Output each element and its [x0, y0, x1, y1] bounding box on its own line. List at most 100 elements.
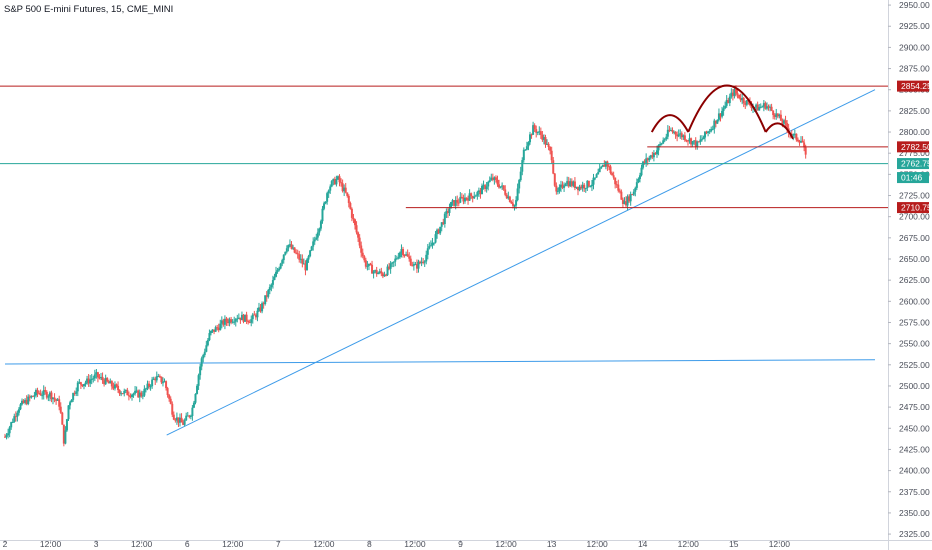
candle-up — [203, 351, 206, 356]
candle-up — [592, 177, 595, 185]
candle-down — [456, 200, 459, 203]
candle-up — [590, 184, 593, 187]
y-tick-label: 2700.00 — [899, 212, 930, 222]
candle-up — [559, 184, 562, 188]
price-tags-layer: 2854.25 2782.50 2710.75 2762.75 01:46 — [897, 80, 932, 214]
candle-down — [301, 258, 304, 264]
candle-up — [240, 314, 243, 321]
candle-up — [372, 271, 375, 274]
candle-up — [175, 417, 178, 421]
candle-down — [375, 270, 378, 275]
candle-down — [742, 97, 745, 104]
candle-down — [402, 248, 405, 255]
candle-down — [293, 247, 296, 253]
candle-down — [539, 131, 542, 135]
candle-up — [261, 303, 264, 312]
right-shoulder-arc — [764, 122, 794, 140]
candle-up — [278, 268, 281, 271]
candle-down — [770, 106, 773, 111]
y-tick-label: 2775.00 — [899, 148, 930, 158]
candle-up — [329, 186, 332, 191]
candle-up — [316, 232, 319, 238]
candle-down — [96, 372, 99, 378]
candle-down — [798, 141, 801, 143]
candle-up — [202, 355, 205, 359]
candle-down — [361, 252, 364, 257]
candle-down — [115, 384, 118, 386]
candle-up — [144, 388, 147, 390]
y-tick-label: 2800.00 — [899, 127, 930, 137]
candle-down — [168, 395, 171, 399]
candle-down — [333, 178, 336, 185]
candle-down — [53, 397, 56, 400]
candle-down — [39, 393, 42, 396]
candle-up — [327, 190, 330, 194]
candle-up — [566, 181, 569, 185]
candle-up — [367, 263, 370, 266]
candle-down — [369, 263, 372, 265]
candle-up — [21, 400, 24, 405]
candle-up — [67, 405, 70, 420]
candle-up — [645, 158, 648, 163]
candle-up — [299, 258, 302, 260]
candle-down — [118, 390, 121, 394]
candle-down — [87, 378, 90, 384]
candle-up — [318, 228, 321, 233]
candle-down — [511, 203, 514, 206]
candle-down — [36, 389, 39, 393]
y-tick-label: 2925.00 — [899, 21, 930, 31]
candle-up — [234, 319, 237, 322]
candle-up — [141, 395, 144, 397]
candle-down — [59, 406, 62, 413]
candle-up — [463, 197, 466, 202]
candle-up — [440, 222, 443, 227]
candle-up — [270, 284, 273, 288]
neckline-tag-label: 2782.50 — [901, 142, 932, 152]
candle-up — [660, 143, 663, 145]
candle-up — [330, 181, 333, 187]
candle-down — [508, 196, 511, 202]
candle-down — [117, 385, 120, 391]
candle-down — [177, 417, 180, 423]
candle-up — [200, 358, 203, 367]
candle-down — [727, 99, 730, 104]
candle-up — [8, 427, 11, 434]
candle-up — [485, 186, 488, 189]
candle-up — [428, 246, 431, 249]
candle-up — [27, 396, 30, 404]
candle-up — [800, 140, 803, 143]
candle-up — [665, 136, 668, 140]
candle-down — [731, 92, 734, 96]
candle-up — [724, 105, 727, 109]
candle-up — [13, 416, 16, 422]
candle-up — [281, 260, 284, 264]
candle-down — [140, 392, 143, 397]
support-tag-label: 2710.75 — [901, 203, 932, 213]
candle-down — [784, 120, 787, 124]
countdown-tag — [897, 172, 929, 184]
x-tick-label: 15 — [729, 539, 739, 549]
candle-down — [81, 384, 84, 387]
candle-up — [10, 422, 13, 428]
candle-down — [549, 147, 552, 151]
candle-down — [734, 89, 737, 94]
candle-up — [378, 271, 381, 273]
candle-down — [685, 140, 688, 142]
candle-down — [98, 377, 101, 379]
candle-down — [736, 93, 739, 95]
candle-up — [214, 327, 217, 332]
candle-up — [282, 254, 285, 261]
candle-up — [759, 106, 762, 108]
candle-down — [44, 390, 47, 392]
y-tick-label: 2550.00 — [899, 339, 930, 349]
candle-up — [758, 107, 761, 111]
countdown-label: 01:46 — [901, 173, 923, 183]
y-tick-label: 2475.00 — [899, 402, 930, 412]
candle-down — [465, 197, 468, 199]
candle-up — [220, 320, 223, 324]
candle-up — [725, 99, 728, 106]
y-tick-label: 2625.00 — [899, 275, 930, 285]
candle-down — [242, 314, 245, 322]
candle-up — [513, 205, 516, 207]
